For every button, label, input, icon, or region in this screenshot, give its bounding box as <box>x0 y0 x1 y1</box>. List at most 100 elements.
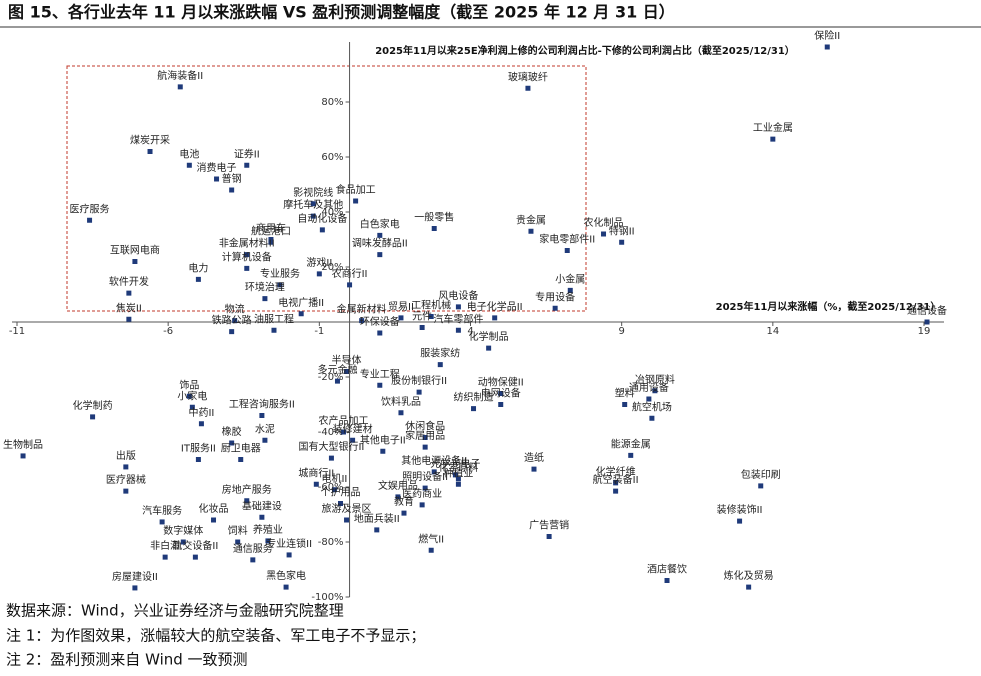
point-label: 旅游及景区 <box>322 502 372 515</box>
point-label: 贸易II <box>388 301 414 313</box>
point <box>211 517 217 523</box>
point-label: 广告营销 <box>529 519 569 532</box>
point <box>377 232 383 238</box>
point-label: 调味发酵品II <box>352 237 408 250</box>
point-label: 半导体 <box>332 354 362 367</box>
point <box>737 518 743 524</box>
point-label: 医疗服务 <box>70 202 110 215</box>
point-label: 电池 <box>179 147 199 160</box>
point-label: 饰品 <box>179 378 199 391</box>
x-tick-label: -1 <box>314 326 324 337</box>
point <box>455 476 461 482</box>
highlight-box <box>66 65 587 312</box>
point-label: 房屋建设II <box>112 570 158 583</box>
point-label: 黑色家电 <box>266 569 306 582</box>
point-label: 铁路公路 <box>212 314 252 327</box>
point <box>419 325 425 330</box>
point <box>259 514 265 520</box>
point <box>646 396 652 402</box>
point-label: 专业服务 <box>260 267 300 280</box>
point <box>492 315 498 321</box>
point-label: 贵金属 <box>516 213 546 226</box>
point-label: 其他电子II <box>360 433 406 446</box>
point <box>428 547 434 553</box>
point-label: 炼化及贸易 <box>724 569 774 582</box>
point <box>525 85 531 91</box>
point <box>455 327 461 333</box>
point <box>313 481 319 487</box>
point-label: 化学制品 <box>469 330 509 343</box>
point-label: 光学光电子 <box>430 457 480 470</box>
point <box>244 265 250 271</box>
point-label: 软件开发 <box>109 275 149 288</box>
y-tick-label: -100% <box>311 592 343 603</box>
point <box>498 402 504 407</box>
note: 注 2：盈利预测来自 Wind 一致预测 <box>6 651 248 669</box>
point <box>341 429 347 435</box>
point-label: 造纸 <box>524 451 544 464</box>
point <box>416 389 422 395</box>
y-tick-label: 40% <box>321 207 343 218</box>
point <box>770 136 776 142</box>
point <box>147 149 153 154</box>
point <box>374 527 380 533</box>
point <box>87 217 93 223</box>
point-label: 种植业 <box>443 466 473 479</box>
point-label: 包装印刷 <box>741 468 781 481</box>
point-label: 个护用品 <box>320 486 360 499</box>
point-label: 通信服务 <box>233 542 273 555</box>
point-label: 小金属 <box>555 272 585 285</box>
point-label: 互联网电商 <box>110 244 160 257</box>
point-label: 饮料乳品 <box>381 395 421 408</box>
x-tick-label: 14 <box>766 326 779 337</box>
point <box>528 228 534 234</box>
point <box>619 239 625 245</box>
point <box>552 305 558 311</box>
point-label: 燃气II <box>418 532 444 545</box>
point-label: 游戏II <box>306 256 332 269</box>
point-label: 冶钢原料 <box>635 373 675 386</box>
point <box>271 327 277 333</box>
point <box>567 287 573 293</box>
point <box>268 237 274 242</box>
y-tick-label: 20% <box>321 262 343 273</box>
point <box>431 469 437 475</box>
point-label: 出版 <box>116 449 136 462</box>
point <box>419 502 425 508</box>
point <box>286 552 292 558</box>
point-label: 航空装备II <box>593 473 639 486</box>
point <box>924 319 930 325</box>
point-label: 医药商业 <box>402 487 442 500</box>
point <box>277 282 283 288</box>
chart-title: 图 15、各行业去年 11 月以来涨跌幅 VS 盈利预测调整幅度（截至 2025… <box>8 3 675 22</box>
point-label: 焦炭II <box>116 301 142 314</box>
point <box>664 578 670 583</box>
point-label: 农商行II <box>332 267 368 280</box>
point <box>319 227 325 233</box>
point-label: 化学制药 <box>73 399 113 412</box>
point <box>20 453 26 459</box>
point-label: 摩托车及其他 <box>283 198 343 211</box>
point <box>259 413 265 418</box>
y-axis-title: 2025年11月以来25E净利润上修的公司利润占比-下修的公司利润占比（截至20… <box>375 44 795 57</box>
point <box>162 554 168 560</box>
point-label: 饲料 <box>228 524 248 537</box>
point-label: 油服工程 <box>254 312 294 325</box>
point <box>377 330 383 336</box>
point-label: 城商行II <box>298 466 334 479</box>
point <box>613 480 619 486</box>
point-label: 食品加工 <box>336 183 376 196</box>
point <box>344 369 350 374</box>
point-label: IT服务II <box>181 442 216 455</box>
point <box>132 585 138 591</box>
point <box>531 466 537 472</box>
point <box>350 437 356 443</box>
point <box>652 388 658 394</box>
point-label: 生物制品 <box>3 438 43 451</box>
point-label: 元件 <box>412 311 432 323</box>
point-label: 通用设备 <box>629 381 669 394</box>
point-label: 影视院线 <box>293 186 333 199</box>
point-label: 农产品加工 <box>319 414 369 427</box>
point-label: 能源金属 <box>611 437 651 450</box>
